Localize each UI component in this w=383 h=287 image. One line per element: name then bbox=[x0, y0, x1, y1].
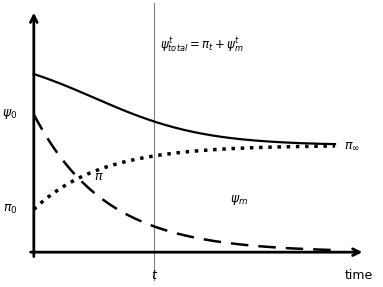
Text: $\pi$: $\pi$ bbox=[94, 170, 104, 183]
Text: time: time bbox=[345, 269, 373, 282]
Text: $\pi_0$: $\pi_0$ bbox=[3, 203, 17, 216]
Text: $t$: $t$ bbox=[151, 269, 158, 282]
Text: $\pi_{\infty}$: $\pi_{\infty}$ bbox=[344, 139, 360, 152]
Text: $\psi_0$: $\psi_0$ bbox=[2, 107, 17, 121]
Text: $\psi^t_{total} = \pi_t + \psi^t_m$: $\psi^t_{total} = \pi_t + \psi^t_m$ bbox=[160, 36, 244, 55]
Text: $\psi_m$: $\psi_m$ bbox=[230, 193, 248, 207]
